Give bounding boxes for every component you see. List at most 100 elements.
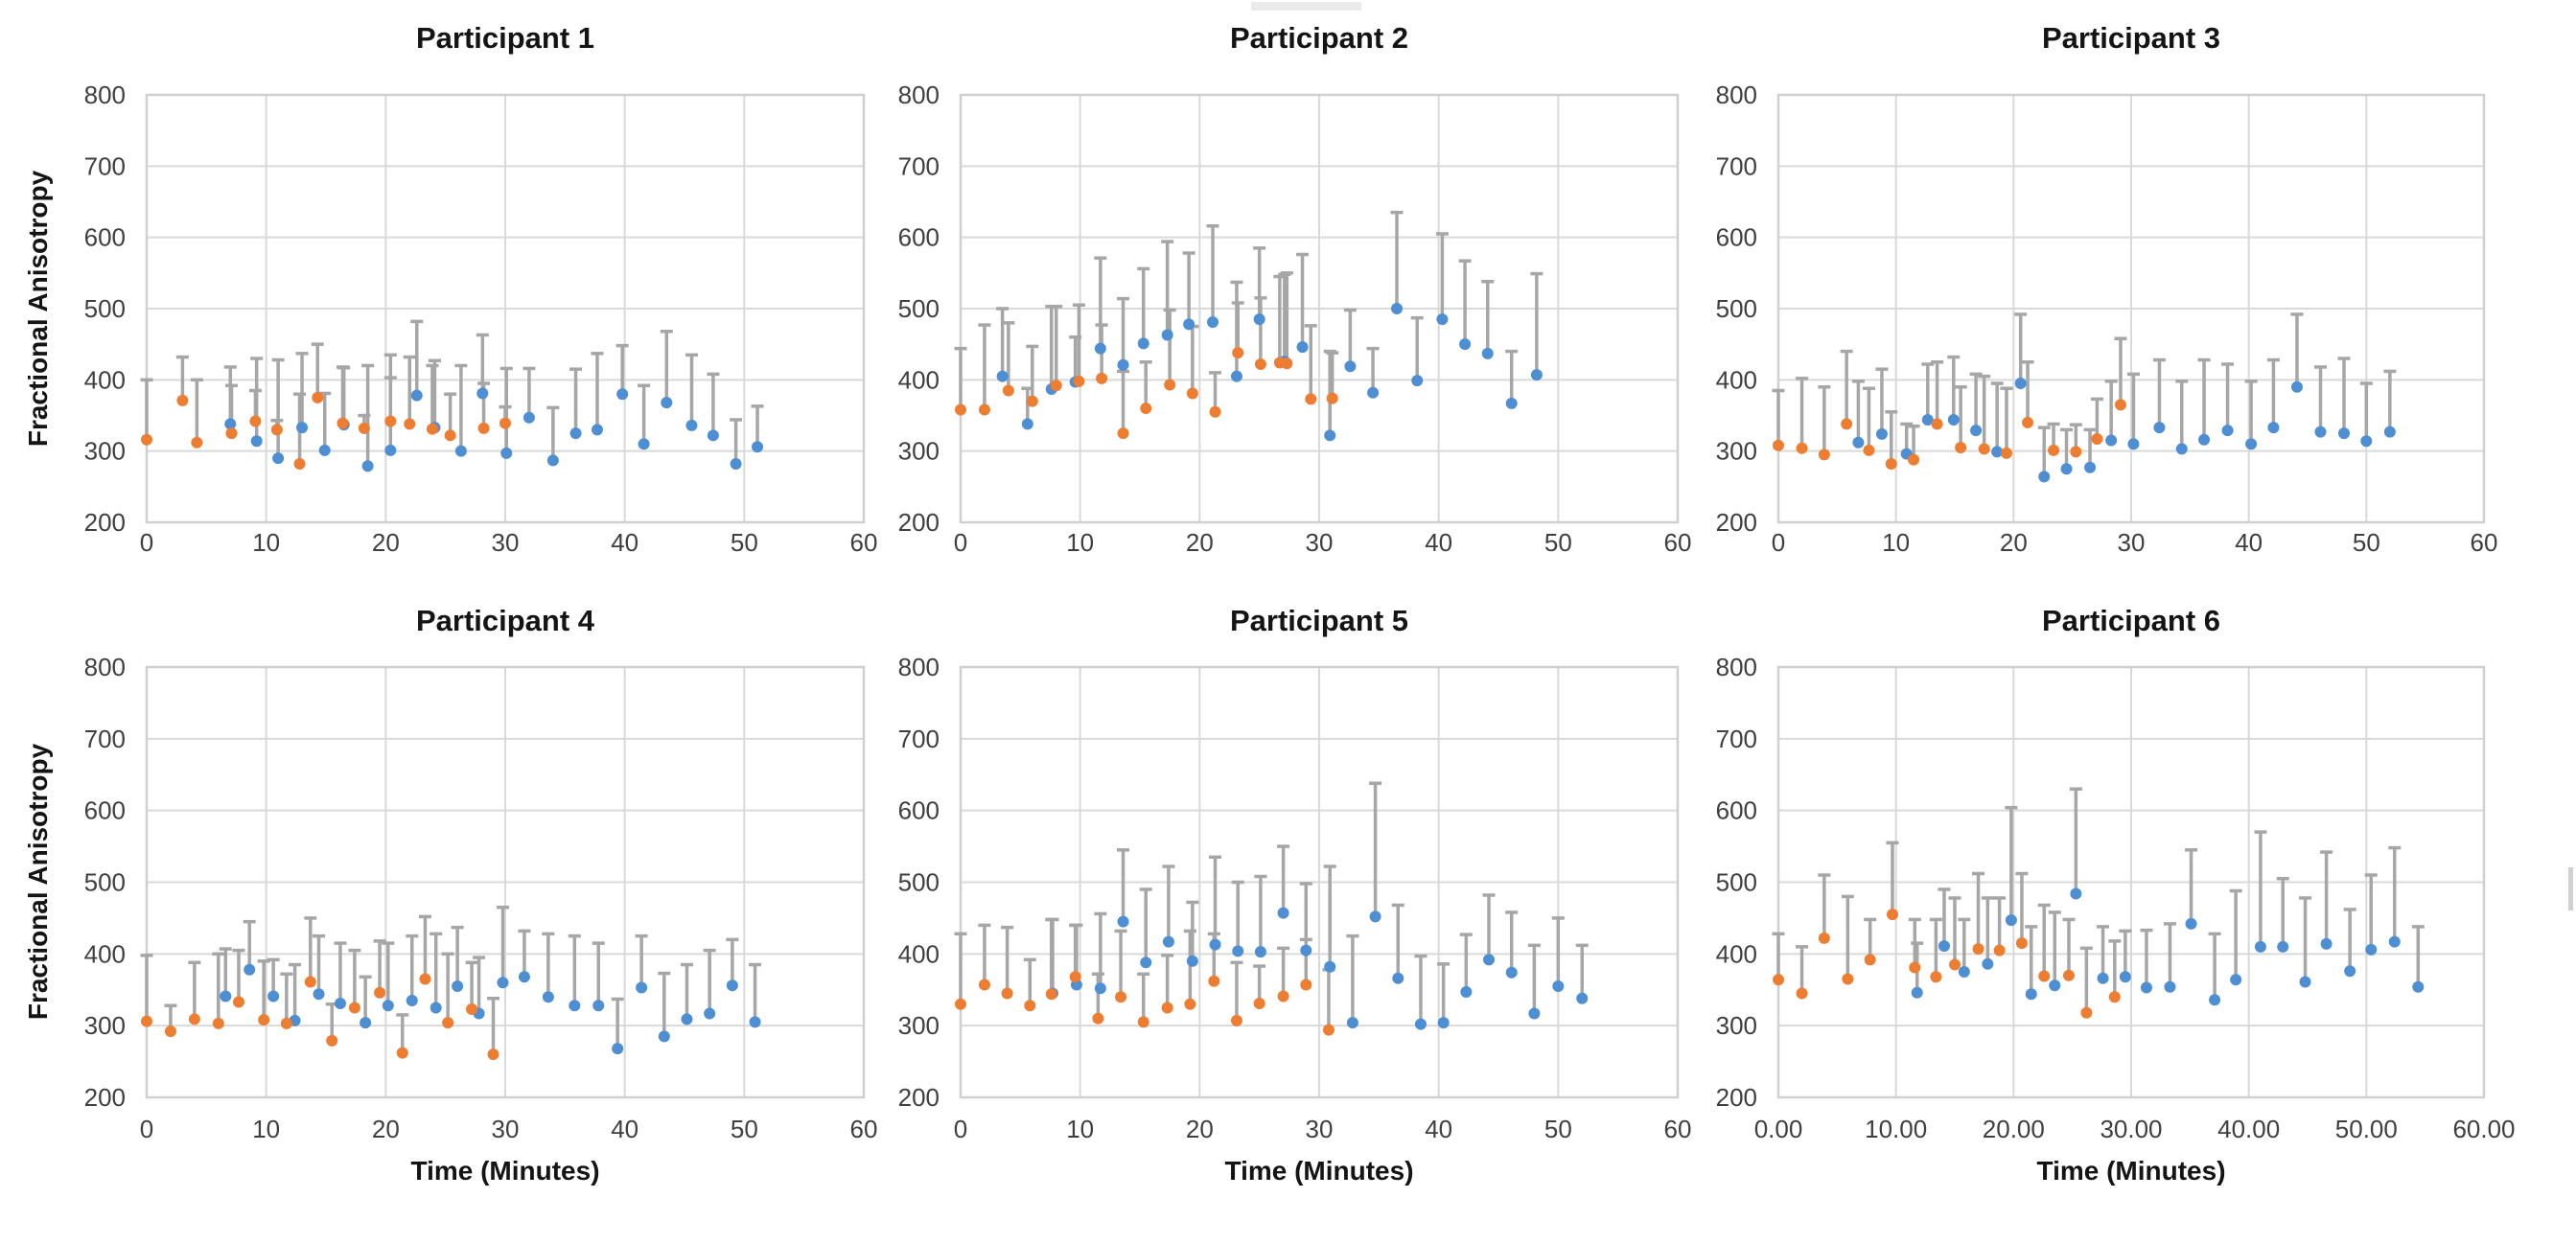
data-point-series_orange (2038, 970, 2051, 982)
data-point-series_blue (1392, 972, 1404, 984)
x-tick-label: 10 (1882, 528, 1910, 557)
data-point-series_orange (1209, 405, 1221, 418)
y-tick-label: 800 (1716, 653, 1757, 681)
data-point-series_blue (2267, 422, 2280, 434)
data-point-series_blue (522, 411, 535, 424)
data-point-series_orange (191, 436, 203, 449)
data-point-series_orange (1931, 418, 1943, 430)
data-point-series_blue (1094, 982, 1106, 995)
data-point-series_blue (996, 370, 1009, 382)
y-tick-label: 300 (898, 437, 940, 466)
x-tick-label: 50 (1544, 528, 1572, 557)
data-point-series_blue (454, 445, 467, 457)
x-tick-label: 30 (2118, 528, 2146, 557)
data-point-series_blue (2412, 980, 2425, 993)
data-point-series_orange (2022, 416, 2034, 428)
data-point-series_blue (1277, 907, 1289, 919)
data-point-series_blue (360, 1017, 372, 1029)
data-point-series_blue (1900, 448, 1913, 460)
data-point-series_blue (1483, 954, 1496, 966)
x-tick-label: 20 (1186, 1115, 1214, 1143)
data-point-series_orange (232, 996, 244, 1008)
data-point-series_orange (1908, 453, 1920, 466)
data-point-series_blue (337, 419, 350, 431)
data-point-series_blue (410, 389, 423, 402)
data-point-series_blue (1505, 397, 1518, 409)
data-point-series_orange (1972, 943, 1984, 956)
data-point-series_orange (1949, 958, 1961, 971)
data-point-series_orange (1796, 987, 1808, 1000)
data-point-series_orange (2091, 433, 2103, 446)
y-tick-label: 400 (84, 365, 126, 394)
data-point-series_orange (955, 403, 966, 416)
data-point-series_blue (1094, 342, 1106, 355)
x-tick-label: 50.00 (2335, 1115, 2398, 1143)
data-point-series_orange (978, 403, 990, 416)
data-point-series_blue (244, 963, 256, 976)
data-point-series_blue (1921, 413, 1934, 426)
data-point-series_blue (1481, 347, 1494, 359)
y-tick-label: 600 (898, 223, 940, 252)
data-point-series_orange (1818, 449, 1830, 461)
chart-title-participant-3: Participant 3 (2041, 21, 2221, 55)
x-tick-label: 40 (2235, 528, 2263, 557)
data-point-series_blue (1070, 979, 1082, 991)
data-point-series_blue (2209, 994, 2221, 1006)
x-tick-label: 20.00 (1983, 1115, 2045, 1143)
data-point-series_blue (1991, 446, 2004, 458)
data-point-series_blue (658, 1030, 670, 1043)
data-point-series_blue (546, 454, 559, 467)
data-point-series_blue (2119, 971, 2131, 983)
y-tick-label: 800 (84, 653, 126, 681)
data-point-series_blue (2164, 980, 2176, 993)
data-point-series_orange (1001, 987, 1013, 1000)
data-point-series_blue (2127, 438, 2140, 450)
data-point-series_blue (429, 1002, 442, 1014)
y-tick-label: 600 (1716, 796, 1757, 825)
data-point-series_blue (2140, 981, 2152, 994)
data-point-series_orange (404, 418, 416, 430)
data-point-series_blue (1278, 356, 1290, 368)
data-point-series_blue (2097, 972, 2109, 984)
data-point-series_blue (569, 427, 582, 440)
data-point-series_blue (334, 997, 346, 1009)
data-point-series_orange (426, 423, 438, 435)
data-point-series_blue (2383, 426, 2396, 438)
y-tick-label: 500 (1716, 868, 1757, 897)
data-point-series_blue (473, 1007, 485, 1020)
y-tick-label: 700 (898, 151, 940, 180)
data-point-series_blue (636, 981, 648, 994)
y-axis-title-row-2: Fractional Anisotropy (23, 743, 53, 1021)
x-tick-label: 50 (731, 1115, 758, 1143)
data-point-series_orange (337, 417, 349, 429)
data-point-series_blue (2277, 940, 2289, 953)
x-tick-label: 10 (252, 528, 280, 557)
x-tick-label: 60 (1664, 1115, 1692, 1143)
data-point-series_blue (250, 435, 263, 448)
y-tick-label: 200 (1716, 508, 1757, 537)
data-point-series_orange (2015, 937, 2028, 950)
data-point-series_orange (1864, 954, 1876, 966)
data-point-series_orange (1186, 387, 1198, 400)
chart-title-participant-2: Participant 2 (1229, 21, 1409, 55)
x-tick-label: 0 (1772, 528, 1785, 557)
data-point-series_orange (374, 986, 386, 999)
x-tick-label: 50 (1544, 1115, 1572, 1143)
data-point-series_blue (296, 422, 309, 434)
x-tick-label: 20 (2000, 528, 2028, 557)
y-tick-label: 800 (84, 81, 126, 109)
data-point-series_blue (1046, 987, 1058, 1000)
data-point-series_orange (466, 1002, 478, 1015)
y-tick-label: 500 (1716, 294, 1757, 323)
x-tick-label: 50 (731, 528, 758, 557)
data-point-series_orange (1073, 375, 1085, 387)
data-point-series_blue (661, 397, 673, 409)
data-point-series_orange (1050, 380, 1062, 392)
data-point-series_orange (442, 1017, 454, 1029)
y-tick-label: 700 (1716, 151, 1757, 180)
y-tick-label: 300 (84, 437, 126, 466)
data-point-series_blue (2320, 937, 2332, 950)
data-point-series_orange (1841, 418, 1853, 430)
data-point-series_blue (1324, 429, 1336, 442)
data-point-series_orange (176, 394, 189, 406)
